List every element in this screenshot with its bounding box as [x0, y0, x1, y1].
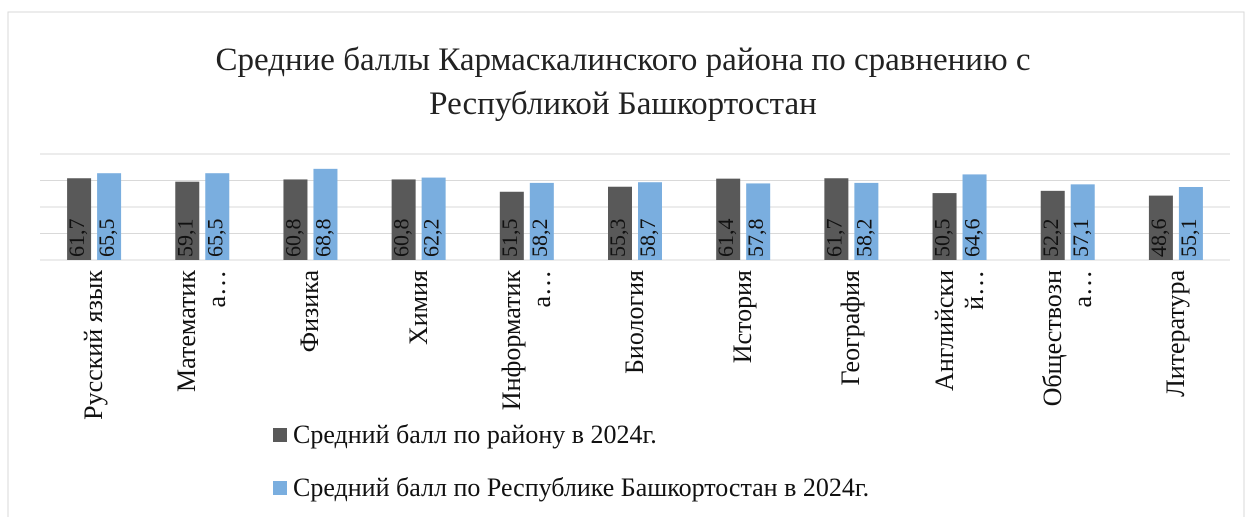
x-tick-label: Английский… [928, 270, 992, 420]
data-label: 61,7 [64, 219, 89, 258]
data-label: 62,2 [419, 219, 444, 258]
legend-item: Средний балл по Республике Башкортостан … [273, 473, 869, 503]
chart-title: Средние баллы Кармаскалинского района по… [215, 42, 1031, 122]
legend-swatch [273, 481, 287, 495]
x-tick-label-text: Обществозна… [1037, 270, 1097, 407]
legend-label: Средний балл по району в 2024г. [293, 420, 657, 449]
data-label: 55,1 [1176, 219, 1201, 258]
x-tick-label: Химия [387, 270, 451, 420]
bar [932, 193, 957, 260]
x-tick-label-text: Математика… [172, 270, 232, 392]
data-label: 65,5 [94, 219, 119, 258]
x-tick-label-text: Английский… [929, 270, 989, 391]
data-label: 68,8 [311, 219, 336, 258]
data-label: 64,6 [960, 219, 985, 258]
bar [421, 177, 446, 260]
x-tick-label: Русский язык [62, 270, 126, 420]
data-label: 57,8 [743, 219, 768, 258]
data-label: 55,3 [605, 219, 630, 258]
legend-swatch [273, 428, 287, 442]
x-tick-label-text: Информатика… [496, 270, 556, 411]
x-tick-label-text: Физика [295, 270, 325, 353]
bar [962, 174, 987, 260]
bar [391, 179, 416, 260]
bar [746, 183, 771, 260]
bar [608, 186, 632, 260]
x-tick-label: Биология [603, 270, 667, 420]
data-label: 51,5 [497, 219, 522, 258]
bar [1040, 190, 1065, 260]
x-tick-label: Информатика… [495, 270, 559, 420]
bar [499, 191, 524, 260]
bar [1070, 184, 1095, 260]
x-tick-label-text: Биология [620, 270, 649, 375]
chart-border [7, 11, 1245, 517]
x-tick-label-text: Литература [1160, 270, 1190, 397]
data-label: 48,6 [1146, 219, 1171, 258]
data-label: 61,7 [821, 219, 846, 258]
x-tick-label: Литература [1144, 270, 1208, 420]
bar [313, 168, 338, 260]
x-tick-label-text: Химия [403, 270, 433, 346]
x-tick-label: Обществозна… [1036, 270, 1100, 420]
x-tick-label-text: История [728, 270, 758, 364]
bar [283, 179, 308, 260]
bar [67, 178, 92, 260]
bar [716, 178, 741, 260]
x-tick-label: Математика… [170, 270, 234, 420]
bar [97, 173, 122, 260]
bar [824, 178, 849, 260]
bar [205, 173, 230, 260]
bar [175, 181, 200, 260]
data-label: 50,5 [930, 219, 955, 258]
x-tick-label-text: Русский язык [79, 270, 109, 420]
data-label: 52,2 [1038, 219, 1063, 258]
data-label: 59,1 [172, 219, 197, 258]
data-label: 65,5 [202, 219, 227, 258]
data-label: 58,2 [851, 219, 876, 258]
data-label: 58,2 [527, 219, 552, 258]
x-tick-label: История [711, 270, 775, 420]
data-label: 60,8 [389, 219, 414, 258]
bar [1148, 195, 1173, 260]
data-label: 58,7 [635, 219, 660, 258]
data-label: 60,8 [281, 219, 306, 258]
data-label: 57,1 [1068, 219, 1093, 258]
legend-label: Средний балл по Республике Башкортостан … [293, 473, 870, 502]
bar [854, 182, 879, 260]
x-tick-label-text: География [836, 270, 866, 386]
x-tick-label: Физика [278, 270, 342, 420]
legend-item: Средний балл по району в 2024г. [273, 420, 657, 450]
bar [1178, 186, 1203, 260]
data-label: 61,4 [713, 219, 738, 258]
bar [638, 182, 662, 260]
x-tick-label: География [819, 270, 883, 420]
bar [529, 182, 554, 260]
